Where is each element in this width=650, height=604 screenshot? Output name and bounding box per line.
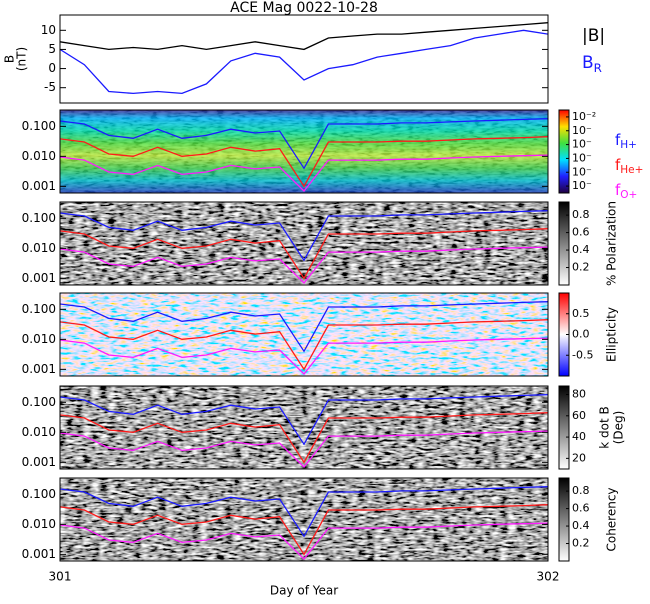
colorbar-label: Coherency <box>605 487 619 551</box>
y-tick-label: 0.010 <box>22 425 56 439</box>
data-line <box>60 29 548 95</box>
data-line <box>60 246 548 284</box>
y-tick-label: 0.100 <box>22 487 56 501</box>
legend-subscript: He+ <box>620 164 643 176</box>
y-tick-label: -5 <box>44 80 56 94</box>
colorbar <box>558 477 570 562</box>
data-line <box>60 319 548 371</box>
colorbar-tick-label: 20 <box>572 451 586 464</box>
legend-subscript: H+ <box>620 139 637 151</box>
legend-name: f <box>615 156 621 174</box>
x-axis-label: Day of Year <box>270 584 338 598</box>
y-tick-label: 0.010 <box>22 241 56 255</box>
colorbar-tick-label: 40 <box>572 430 586 443</box>
y-tick-label: 0.100 <box>22 119 56 133</box>
data-line <box>60 522 548 560</box>
colorbar-tick-label: 0.8 <box>572 208 590 221</box>
plot-frame <box>59 201 549 286</box>
y-tick-label: 0.100 <box>22 302 56 316</box>
y-tick-label: 0.010 <box>22 149 56 163</box>
data-line <box>60 486 548 538</box>
colorbar-label: k dot B <box>598 406 612 448</box>
data-line <box>60 136 548 188</box>
spectrogram-texture <box>60 202 548 285</box>
spectrogram-texture <box>60 386 548 469</box>
colorbar <box>558 109 570 194</box>
data-line <box>60 394 548 446</box>
data-line <box>60 154 548 192</box>
y-tick-label: 0.001 <box>22 271 56 285</box>
y-tick-label: 0.100 <box>22 395 56 409</box>
y-tick-label: 10 <box>41 23 56 37</box>
colorbar-tick-label: 0.5 <box>572 307 590 320</box>
legend-name: f <box>615 131 621 149</box>
legend-label: fHe+ <box>615 156 643 177</box>
spectrogram-texture <box>60 110 548 193</box>
legend-name: f <box>615 181 621 199</box>
legend-name: B <box>582 53 594 73</box>
y-tick-label: 0.010 <box>22 332 56 346</box>
data-line <box>60 22 548 51</box>
x-tick-label: 302 <box>537 570 560 584</box>
data-line <box>60 412 548 464</box>
legend-subscript: R <box>594 61 602 75</box>
plot-frame <box>59 292 549 377</box>
colorbar-tick-label: 10⁻ <box>572 138 592 151</box>
x-tick-label: 301 <box>49 570 72 584</box>
colorbar-tick-label: 0.8 <box>572 484 590 497</box>
colorbar-tick-label: 10⁻ <box>572 151 592 164</box>
colorbar-tick-label: 0.6 <box>572 502 590 515</box>
spectrogram-texture <box>60 293 548 376</box>
data-line <box>60 504 548 556</box>
colorbar-tick-label: 10⁻² <box>572 110 596 123</box>
colorbar <box>558 385 570 470</box>
plot-frame <box>59 477 549 562</box>
plot-frame <box>59 14 549 104</box>
legend-label: BR <box>582 53 602 75</box>
y-tick-label: 0.001 <box>22 455 56 469</box>
colorbar-tick-label: 10⁻ <box>572 165 592 178</box>
colorbar-tick-label: 10⁻ <box>572 179 592 192</box>
data-line <box>60 430 548 468</box>
y-tick-label: 0.100 <box>22 211 56 225</box>
spectrogram-texture <box>60 478 548 561</box>
colorbar-tick-label: -0.5 <box>572 348 593 361</box>
colorbar-tick-label: 60 <box>572 409 586 422</box>
legend-label: |B| <box>582 26 605 46</box>
y-tick-label: 0 <box>48 61 56 75</box>
legend-name: |B| <box>582 26 605 46</box>
y-tick-label: 0.010 <box>22 517 56 531</box>
data-line <box>60 210 548 262</box>
chart-title: ACE Mag 0022-10-28 <box>230 0 378 16</box>
y-tick-label: 0.001 <box>22 179 56 193</box>
colorbar <box>558 201 570 286</box>
colorbar-label: Ellipticity <box>605 307 619 362</box>
colorbar-tick-label: 0.4 <box>572 519 590 532</box>
colorbar-tick-label: 0.0 <box>572 328 590 341</box>
colorbar-tick-label: 0.4 <box>572 243 590 256</box>
legend-label: fO+ <box>615 181 637 202</box>
colorbar-tick-label: 10⁻ <box>572 124 592 137</box>
data-line <box>60 337 548 375</box>
data-line <box>60 228 548 280</box>
data-line <box>60 118 548 170</box>
legend-label: fH+ <box>615 131 637 152</box>
legend-subscript: O+ <box>620 189 637 201</box>
colorbar-tick-label: 0.6 <box>572 226 590 239</box>
y-axis-label: B <box>3 55 17 63</box>
plot-frame <box>59 109 549 194</box>
y-tick-label: 5 <box>48 42 56 56</box>
colorbar-tick-label: 0.2 <box>572 537 590 550</box>
y-tick-label: 0.001 <box>22 362 56 376</box>
y-axis-unit: (nT) <box>15 47 29 71</box>
colorbar-label-unit: (Deg) <box>612 411 626 445</box>
data-line <box>60 301 548 353</box>
y-tick-label: 0.001 <box>22 547 56 561</box>
plot-frame <box>59 385 549 470</box>
colorbar-label: % Polarization <box>605 201 619 286</box>
colorbar-tick-label: 80 <box>572 388 586 401</box>
colorbar-tick-label: 0.2 <box>572 261 590 274</box>
